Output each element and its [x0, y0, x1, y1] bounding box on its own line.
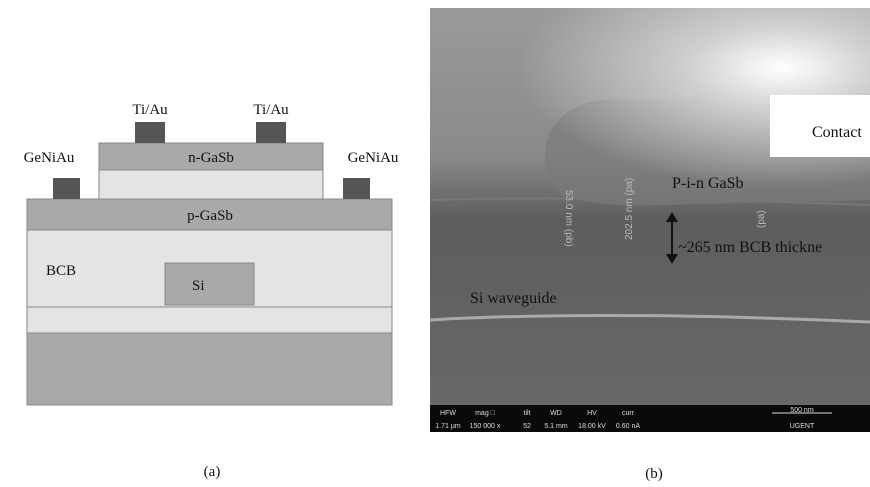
label: GeNiAu: [24, 150, 75, 166]
institution: UGENT: [790, 423, 815, 430]
info-value: 5.1 mm: [544, 423, 568, 430]
label: Ti/Au: [253, 102, 289, 118]
info-value: 150 000 x: [470, 423, 501, 430]
label: P-i-n GaSb: [672, 175, 744, 192]
panel-a: Ti/Au Ti/Au GeNiAu GeNiAu n-GaSb p-GaSb …: [24, 102, 399, 480]
label: p-GaSb: [187, 208, 233, 224]
label: BCB: [46, 263, 76, 279]
measurement: 202.5 nm (pa): [624, 178, 635, 240]
label: Ti/Au: [132, 102, 168, 118]
label: ~265 nm BCB thickne: [678, 239, 822, 256]
info-value: 0.60 nA: [616, 423, 640, 430]
figure: Ti/Au Ti/Au GeNiAu GeNiAu n-GaSb p-GaSb …: [0, 0, 870, 487]
substrate: [27, 333, 392, 405]
scale-label: 500 nm: [790, 407, 814, 414]
info-value: 1.71 µm: [435, 423, 461, 430]
info-label: mag □: [475, 410, 496, 417]
caption: (a): [204, 464, 221, 480]
intrinsic-layer: [99, 170, 323, 199]
info-value: 52: [523, 423, 531, 430]
panel-b: Contact P-i-n GaSb ~265 nm BCB thickne S…: [430, 8, 870, 482]
label: Si: [192, 278, 205, 294]
contact-pad: [343, 178, 370, 199]
info-label: HFW: [440, 410, 456, 417]
label: Contact: [812, 124, 862, 141]
info-label: tilt: [524, 410, 531, 417]
oxide-layer: [27, 307, 392, 333]
si-block: [165, 263, 254, 305]
info-value: 18.00 kV: [578, 423, 606, 430]
caption: (b): [645, 466, 663, 482]
contact-pad: [53, 178, 80, 199]
info-label: curr: [622, 410, 635, 417]
contact-pad: [256, 122, 286, 143]
measurement: (pa): [756, 210, 767, 228]
contact-pad: [135, 122, 165, 143]
measurement: 53.0 nm (pb): [563, 190, 574, 247]
label: Si waveguide: [470, 290, 557, 307]
info-label: WD: [550, 410, 562, 417]
info-label: HV: [587, 410, 597, 417]
label: GeNiAu: [348, 150, 399, 166]
label: n-GaSb: [188, 150, 234, 166]
